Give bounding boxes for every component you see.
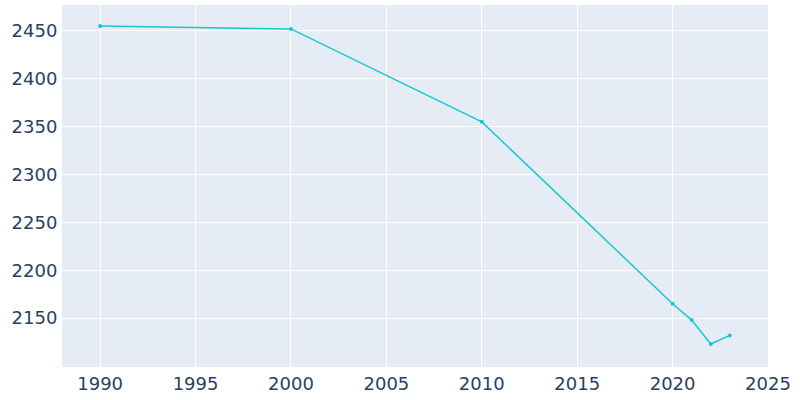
svg-text:2020: 2020 (650, 373, 696, 394)
svg-text:2300: 2300 (12, 164, 58, 185)
svg-text:2200: 2200 (12, 260, 58, 281)
svg-text:2000: 2000 (268, 373, 314, 394)
svg-text:1995: 1995 (173, 373, 219, 394)
svg-text:2450: 2450 (12, 20, 58, 41)
svg-text:2010: 2010 (459, 373, 505, 394)
svg-text:2350: 2350 (12, 116, 58, 137)
svg-text:2015: 2015 (554, 373, 600, 394)
svg-text:2250: 2250 (12, 212, 58, 233)
svg-text:2005: 2005 (363, 373, 409, 394)
svg-text:1990: 1990 (77, 373, 123, 394)
svg-text:2150: 2150 (12, 307, 58, 328)
svg-text:2025: 2025 (745, 373, 791, 394)
svg-text:2400: 2400 (12, 68, 58, 89)
